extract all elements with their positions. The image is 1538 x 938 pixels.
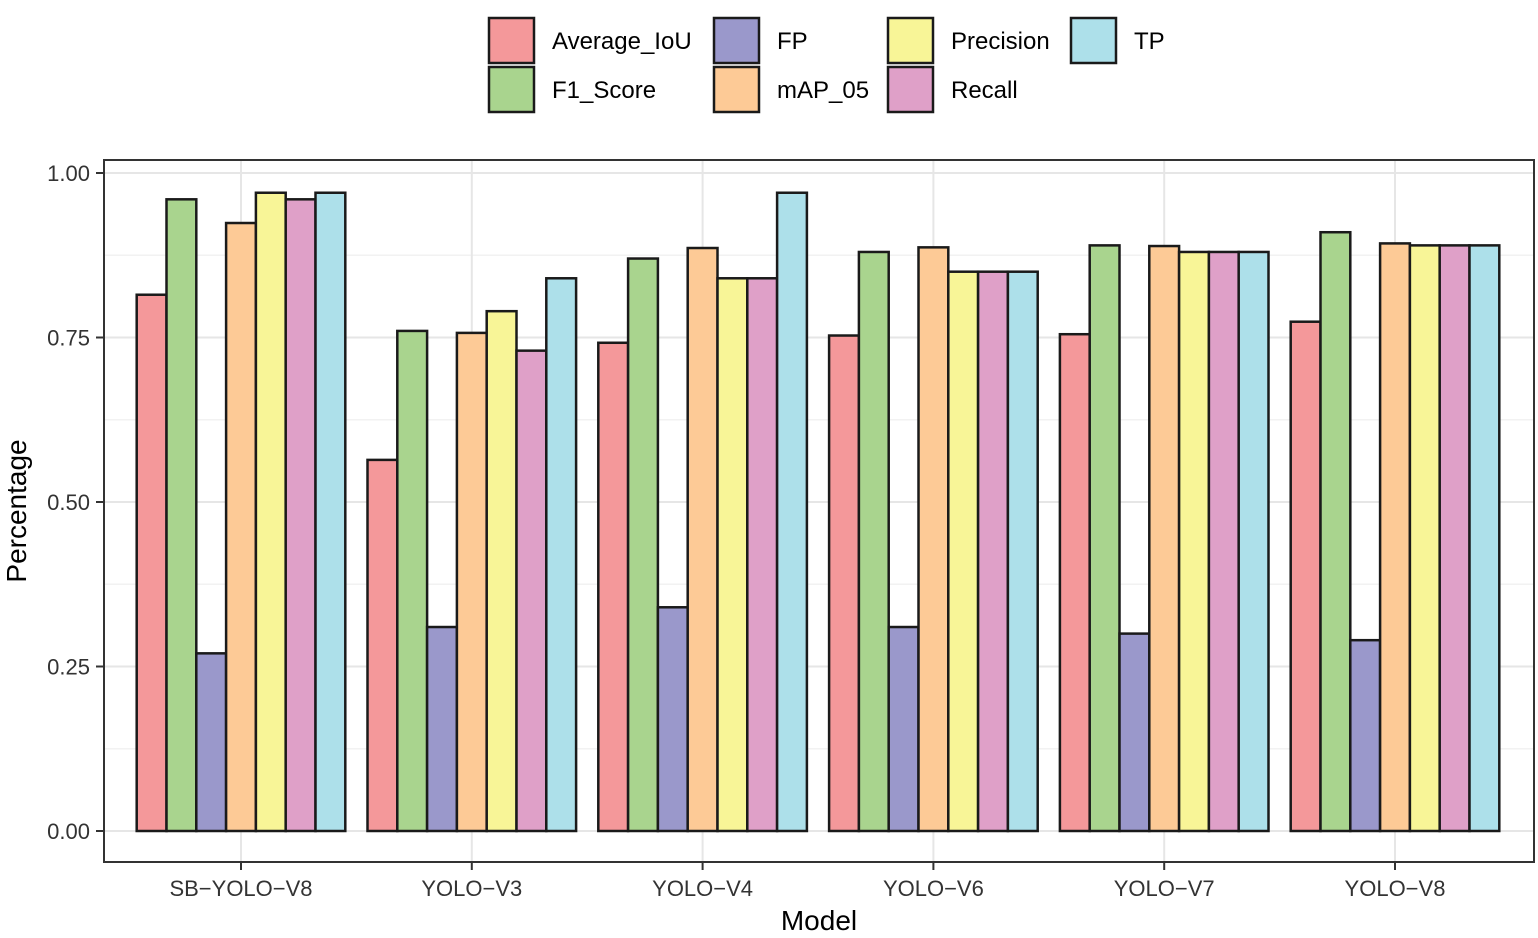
bar-f1-score-5 <box>1319 230 1352 833</box>
legend-item-recall: Recall <box>886 65 1018 114</box>
bar-tp-2 <box>775 191 809 833</box>
bar-precision-0 <box>254 191 287 833</box>
legend-item-tp: TP <box>1069 16 1165 65</box>
x-tick-label: YOLO−V7 <box>1114 876 1215 901</box>
legend-item-average-iou: Average_IoU <box>487 16 692 65</box>
bar-fp-1 <box>425 625 459 833</box>
x-axis: SB−YOLO−V8 YOLO−V3 YOLO−V4 YOLO−V6 YOLO−V7 YO… <box>169 862 1445 901</box>
bar-f1-score-2 <box>626 257 660 833</box>
bar-map-05-1 <box>455 331 488 833</box>
y-tick-label: 0.75 <box>47 326 90 351</box>
bar-fp-5 <box>1349 638 1382 833</box>
bar-precision-2 <box>716 277 749 833</box>
bar-map-05-4 <box>1148 244 1181 833</box>
bar-fp-0 <box>195 652 228 833</box>
legend-key <box>712 65 761 114</box>
bar-precision-5 <box>1408 244 1441 833</box>
y-tick-label: 1.00 <box>47 161 90 186</box>
legend-label: Average_IoU <box>552 28 692 55</box>
bar-tp-5 <box>1468 244 1501 833</box>
legend-item-precision: Precision <box>886 16 1050 65</box>
x-tick-label: YOLO−V4 <box>652 876 753 901</box>
x-tick-label: YOLO−V8 <box>1345 876 1446 901</box>
x-tick-label: SB−YOLO−V8 <box>169 876 312 901</box>
legend-key <box>1069 16 1118 65</box>
bar-tp-1 <box>545 277 578 833</box>
y-axis-title: Percentage <box>1 439 32 582</box>
bar-recall-5 <box>1438 244 1471 833</box>
bar-map-05-2 <box>686 246 719 833</box>
legend-label: Recall <box>951 77 1018 104</box>
legend-label: mAP_05 <box>777 77 869 104</box>
bar-f1-score-4 <box>1088 244 1121 833</box>
plot-border <box>103 159 1535 863</box>
bar-f1-score-0 <box>165 198 198 833</box>
x-tick-label: YOLO−V3 <box>421 876 522 901</box>
legend-key <box>487 16 536 65</box>
bar-fp-3 <box>887 625 920 833</box>
legend: Average_IoU FP Precision TP F1_Score mAP_05 Re… <box>487 16 1165 114</box>
bar-recall-2 <box>746 277 779 833</box>
bar-average-iou-3 <box>827 334 861 833</box>
bar-recall-3 <box>976 270 1010 833</box>
y-tick-label: 0.50 <box>47 490 90 515</box>
bar-tp-0 <box>314 191 347 833</box>
bar-average-iou-0 <box>135 293 168 833</box>
bar-tp-4 <box>1237 250 1270 833</box>
y-tick-label: 0.00 <box>47 819 90 844</box>
bar-average-iou-2 <box>597 341 630 833</box>
legend-key <box>487 65 536 114</box>
legend-label: FP <box>777 28 808 55</box>
y-tick-label: 0.25 <box>47 655 90 680</box>
bar-tp-3 <box>1006 270 1039 833</box>
bar-map-05-3 <box>917 246 950 833</box>
legend-label: TP <box>1134 28 1165 55</box>
bar-recall-0 <box>284 198 317 833</box>
bar-precision-4 <box>1177 250 1211 833</box>
bar-precision-1 <box>485 309 518 833</box>
x-axis-title: Model <box>781 905 857 936</box>
bar-average-iou-5 <box>1289 320 1322 833</box>
bar-f1-score-3 <box>857 250 890 833</box>
y-axis: 0.00 0.25 0.50 0.75 1.00 <box>47 161 104 844</box>
bar-map-05-5 <box>1378 242 1412 833</box>
bar-average-iou-4 <box>1058 332 1091 833</box>
bars <box>135 191 1501 833</box>
legend-item-map-05: mAP_05 <box>712 65 869 114</box>
bar-map-05-0 <box>224 221 258 833</box>
legend-label: F1_Score <box>552 77 656 104</box>
bar-average-iou-1 <box>366 458 399 833</box>
bar-recall-4 <box>1207 250 1240 833</box>
x-tick-label: YOLO−V6 <box>883 876 984 901</box>
bar-recall-1 <box>515 349 548 833</box>
bar-fp-4 <box>1118 632 1151 833</box>
legend-key <box>886 65 935 114</box>
legend-item-fp: FP <box>712 16 808 65</box>
bar-fp-2 <box>656 606 689 833</box>
legend-item-f1-score: F1_Score <box>487 65 656 114</box>
legend-key <box>712 16 761 65</box>
bar-precision-3 <box>947 270 980 833</box>
legend-label: Precision <box>951 28 1050 55</box>
bar-f1-score-1 <box>396 329 429 833</box>
legend-key <box>886 16 935 65</box>
